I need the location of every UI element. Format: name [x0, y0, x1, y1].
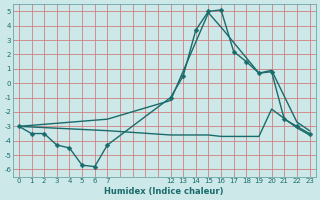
- X-axis label: Humidex (Indice chaleur): Humidex (Indice chaleur): [104, 187, 224, 196]
